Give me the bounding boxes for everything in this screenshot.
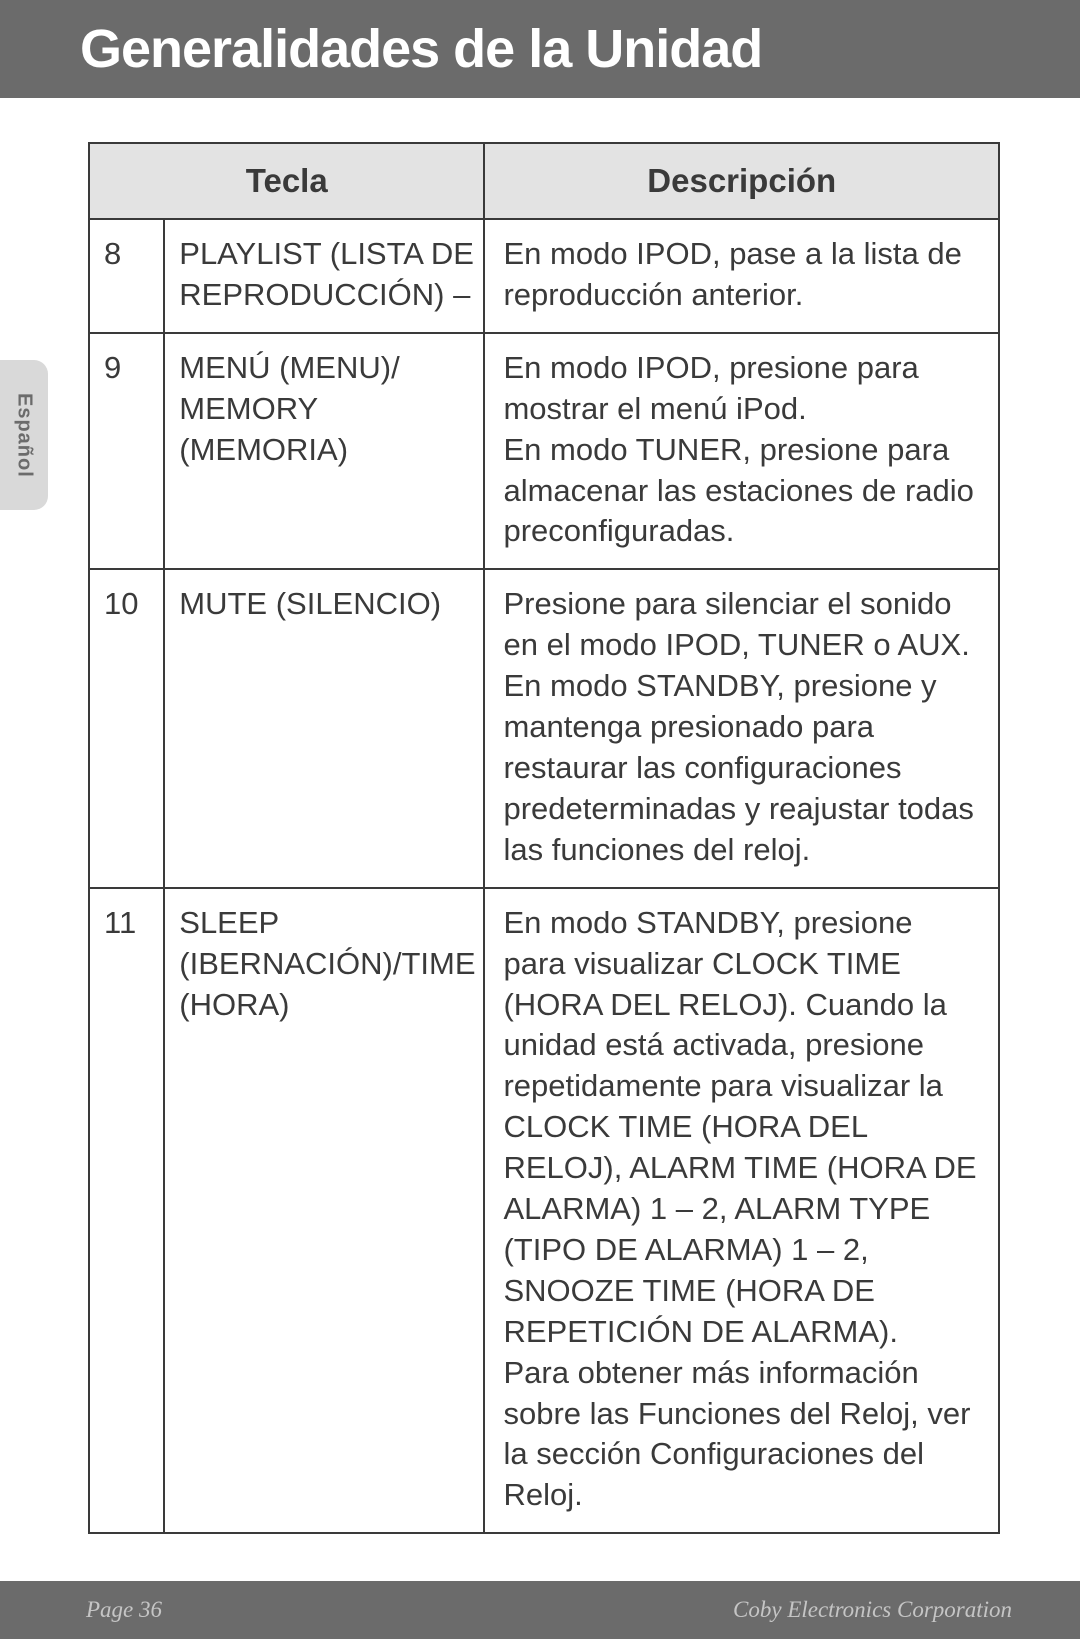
cell-key: MENÚ (MENU)/ MEMORY (MEMORIA): [164, 333, 484, 570]
col-header-tecla: Tecla: [89, 143, 484, 219]
table-row: 9 MENÚ (MENU)/ MEMORY (MEMORIA) En modo …: [89, 333, 999, 570]
cell-desc: En modo IPOD, presione para mostrar el m…: [484, 333, 999, 570]
table-header-row: Tecla Descripción: [89, 143, 999, 219]
page-header: Generalidades de la Unidad: [0, 0, 1080, 98]
table-body: 8 PLAYLIST (LISTA DE REPRODUCCIÓN) – En …: [89, 219, 999, 1533]
cell-key: SLEEP (IBERNACIÓN)/TIME (HORA): [164, 888, 484, 1534]
table-row: 10 MUTE (SILENCIO) Presione para silenci…: [89, 569, 999, 887]
cell-desc: En modo IPOD, pase a la lista de reprodu…: [484, 219, 999, 333]
cell-key: PLAYLIST (LISTA DE REPRODUCCIÓN) –: [164, 219, 484, 333]
language-side-tab: Español: [0, 360, 48, 510]
cell-num: 10: [89, 569, 164, 887]
footer-page-number: Page 36: [86, 1597, 162, 1623]
cell-desc: Presione para silenciar el sonido en el …: [484, 569, 999, 887]
table-row: 11 SLEEP (IBERNACIÓN)/TIME (HORA) En mod…: [89, 888, 999, 1534]
footer-company: Coby Electronics Corporation: [733, 1597, 1012, 1623]
cell-num: 9: [89, 333, 164, 570]
table-row: 8 PLAYLIST (LISTA DE REPRODUCCIÓN) – En …: [89, 219, 999, 333]
col-header-descripcion: Descripción: [484, 143, 999, 219]
page-footer: Page 36 Coby Electronics Corporation: [0, 1581, 1080, 1639]
cell-num: 11: [89, 888, 164, 1534]
language-label: Español: [13, 393, 36, 478]
cell-num: 8: [89, 219, 164, 333]
cell-key: MUTE (SILENCIO): [164, 569, 484, 887]
keys-table-container: Tecla Descripción 8 PLAYLIST (LISTA DE R…: [88, 142, 1000, 1534]
page-title: Generalidades de la Unidad: [80, 19, 762, 79]
cell-desc: En modo STANDBY, presione para visualiza…: [484, 888, 999, 1534]
keys-table: Tecla Descripción 8 PLAYLIST (LISTA DE R…: [88, 142, 1000, 1534]
